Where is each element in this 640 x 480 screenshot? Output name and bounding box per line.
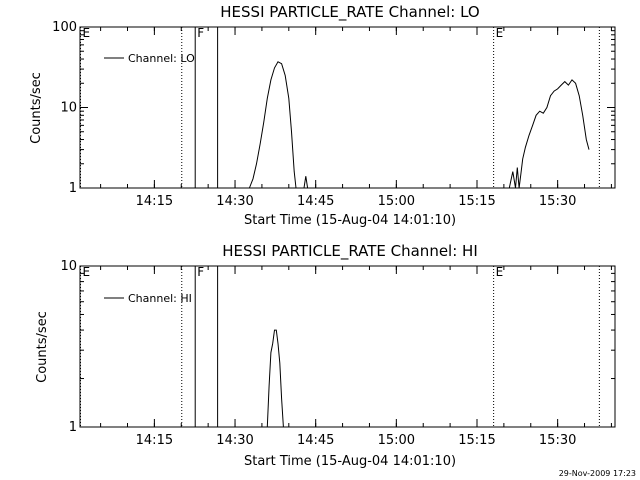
x-axis-label: Start Time (15-Aug-04 14:01:10)	[244, 213, 456, 228]
x-tick-label: 15:30	[539, 433, 576, 448]
legend: Channel: HI	[104, 292, 192, 305]
x-tick-label: 15:15	[458, 433, 495, 448]
series-line	[303, 176, 309, 189]
timestamp: 29-Nov-2009 17:23	[559, 469, 636, 478]
event-marker-label: F	[197, 265, 204, 279]
event-marker-label: E	[83, 265, 91, 279]
panel-hi: HESSI PARTICLE_RATE Channel: HI Counts/s…	[35, 242, 616, 469]
event-marker-label: E	[496, 26, 504, 40]
axis-ticks: 14:15 14:30 14:45 15:00 15:15 15:30 1 10	[60, 259, 615, 448]
panel-lo: HESSI PARTICLE_RATE Channel: LO Counts/s…	[29, 3, 616, 228]
legend-entry: Channel: HI	[128, 292, 192, 305]
y-tick-label: 1	[69, 181, 77, 196]
series-line	[248, 61, 297, 189]
x-tick-label: 14:45	[297, 433, 334, 448]
plot-frame	[79, 265, 616, 428]
legend-entry: Channel: LO	[128, 52, 195, 65]
series-line	[266, 329, 284, 428]
y-axis-label: Counts/sec	[29, 72, 44, 144]
y-axis-label: Counts/sec	[35, 311, 50, 383]
x-tick-label: 15:00	[378, 433, 415, 448]
x-tick-label: 15:30	[539, 194, 576, 209]
chart-title: HESSI PARTICLE_RATE Channel: LO	[220, 3, 479, 22]
series-channel-lo	[248, 61, 590, 189]
event-marker-label: F	[197, 26, 204, 40]
x-tick-label: 14:30	[216, 433, 253, 448]
series-line	[508, 79, 590, 189]
axis-ticks: 14:15 14:30 14:45 15:00 15:15 15:30 1 10 100	[52, 20, 615, 209]
x-tick-label: 15:15	[458, 194, 495, 209]
x-tick-label: 14:45	[297, 194, 334, 209]
x-tick-label: 15:00	[378, 194, 415, 209]
y-tick-label: 1	[69, 420, 77, 435]
event-marker-label: E	[83, 26, 91, 40]
x-axis-label: Start Time (15-Aug-04 14:01:10)	[244, 454, 456, 469]
legend: Channel: LO	[104, 52, 195, 65]
x-tick-label: 14:15	[136, 194, 173, 209]
event-marker-label: E	[496, 265, 504, 279]
y-tick-label: 100	[52, 20, 77, 35]
x-tick-label: 14:15	[136, 433, 173, 448]
y-tick-label: 10	[60, 259, 77, 274]
y-tick-label: 10	[60, 101, 77, 116]
x-tick-label: 14:30	[216, 194, 253, 209]
chart-title: HESSI PARTICLE_RATE Channel: HI	[222, 242, 478, 261]
series-channel-hi	[266, 329, 284, 428]
